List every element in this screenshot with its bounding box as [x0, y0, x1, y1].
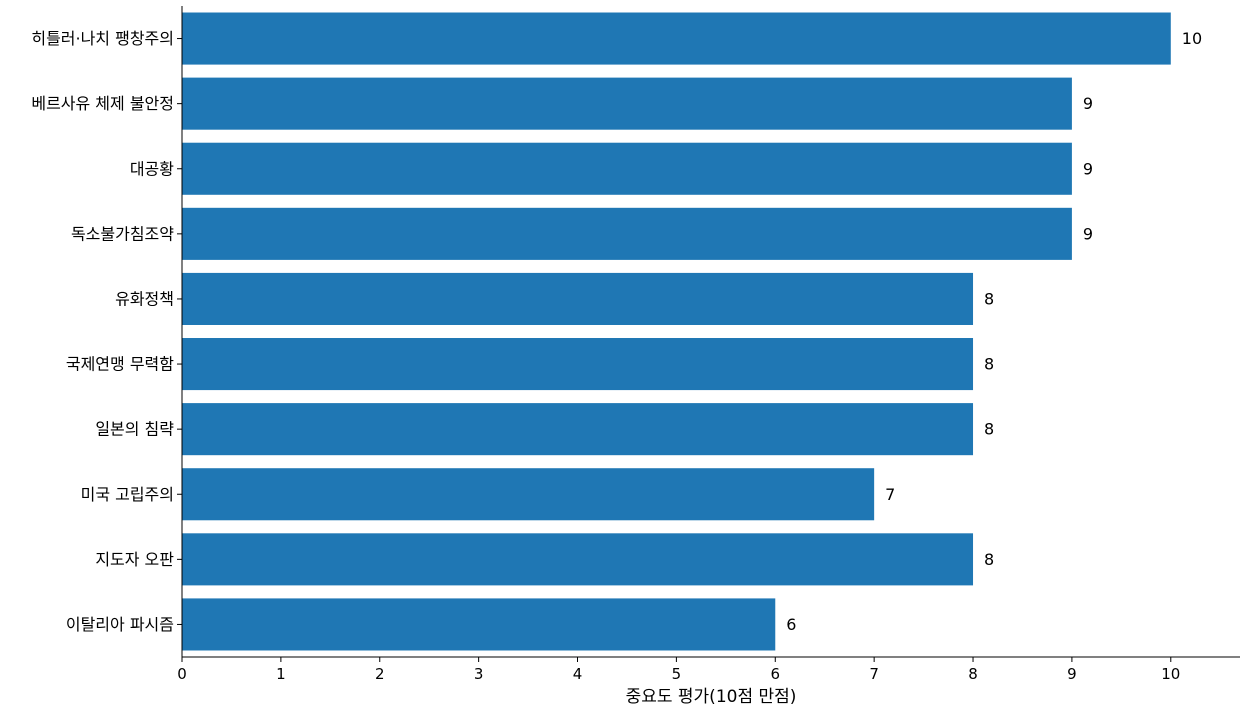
x-tick-label-8: 8 [968, 665, 978, 683]
x-axis-title: 중요도 평가(10점 만점) [626, 687, 797, 707]
category-label-0: 히틀러·나치 팽창주의 [31, 29, 174, 48]
x-tick-label-1: 1 [276, 665, 286, 683]
category-label-2: 대공황 [130, 159, 174, 178]
bar-5 [182, 338, 974, 391]
value-label-4: 8 [984, 289, 994, 308]
bar-3 [182, 207, 1072, 260]
value-label-6: 8 [984, 420, 994, 439]
x-tick-label-7: 7 [869, 665, 879, 683]
bars-layer [182, 12, 1171, 651]
value-label-9: 6 [786, 615, 796, 634]
x-tick-label-9: 9 [1067, 665, 1077, 683]
ticks-layer: 0 1 2 3 4 5 6 7 8 9 10 [177, 38, 1180, 683]
category-label-8: 지도자 오판 [95, 550, 174, 569]
category-label-4: 유화정책 [115, 289, 174, 308]
category-label-6: 일본의 침략 [95, 420, 174, 439]
bar-9 [182, 598, 776, 651]
labels-layer: 히틀러·나치 팽창주의 10 베르사유 체제 불안정 9 대공황 9 독소불가침조약 9 유화정… [31, 29, 1202, 634]
value-label-8: 8 [984, 550, 994, 569]
x-tick-label-4: 4 [573, 665, 583, 683]
value-label-5: 8 [984, 355, 994, 374]
category-label-1: 베르사유 체제 불안정 [31, 94, 174, 113]
x-tick-label-5: 5 [672, 665, 682, 683]
value-label-2: 9 [1083, 159, 1093, 178]
x-tick-label-0: 0 [177, 665, 187, 683]
bar-8 [182, 533, 974, 586]
category-label-3: 독소불가침조약 [71, 224, 174, 243]
x-tick-label-3: 3 [474, 665, 484, 683]
bar-7 [182, 468, 875, 521]
axes-layer [181, 6, 1240, 658]
value-label-1: 9 [1083, 94, 1093, 113]
x-tick-label-6: 6 [770, 665, 780, 683]
value-label-7: 7 [885, 485, 895, 504]
bar-2 [182, 142, 1072, 195]
category-label-5: 국제연맹 무력함 [66, 355, 174, 374]
bar-1 [182, 77, 1072, 130]
bar-6 [182, 403, 974, 456]
bar-0 [182, 12, 1171, 65]
value-label-0: 10 [1182, 29, 1202, 48]
bar-4 [182, 272, 974, 325]
category-label-9: 이탈리아 파시즘 [66, 615, 174, 634]
category-label-7: 미국 고립주의 [81, 485, 174, 504]
x-tick-label-2: 2 [375, 665, 385, 683]
x-tick-label-10: 10 [1161, 665, 1180, 683]
value-label-3: 9 [1083, 224, 1093, 243]
